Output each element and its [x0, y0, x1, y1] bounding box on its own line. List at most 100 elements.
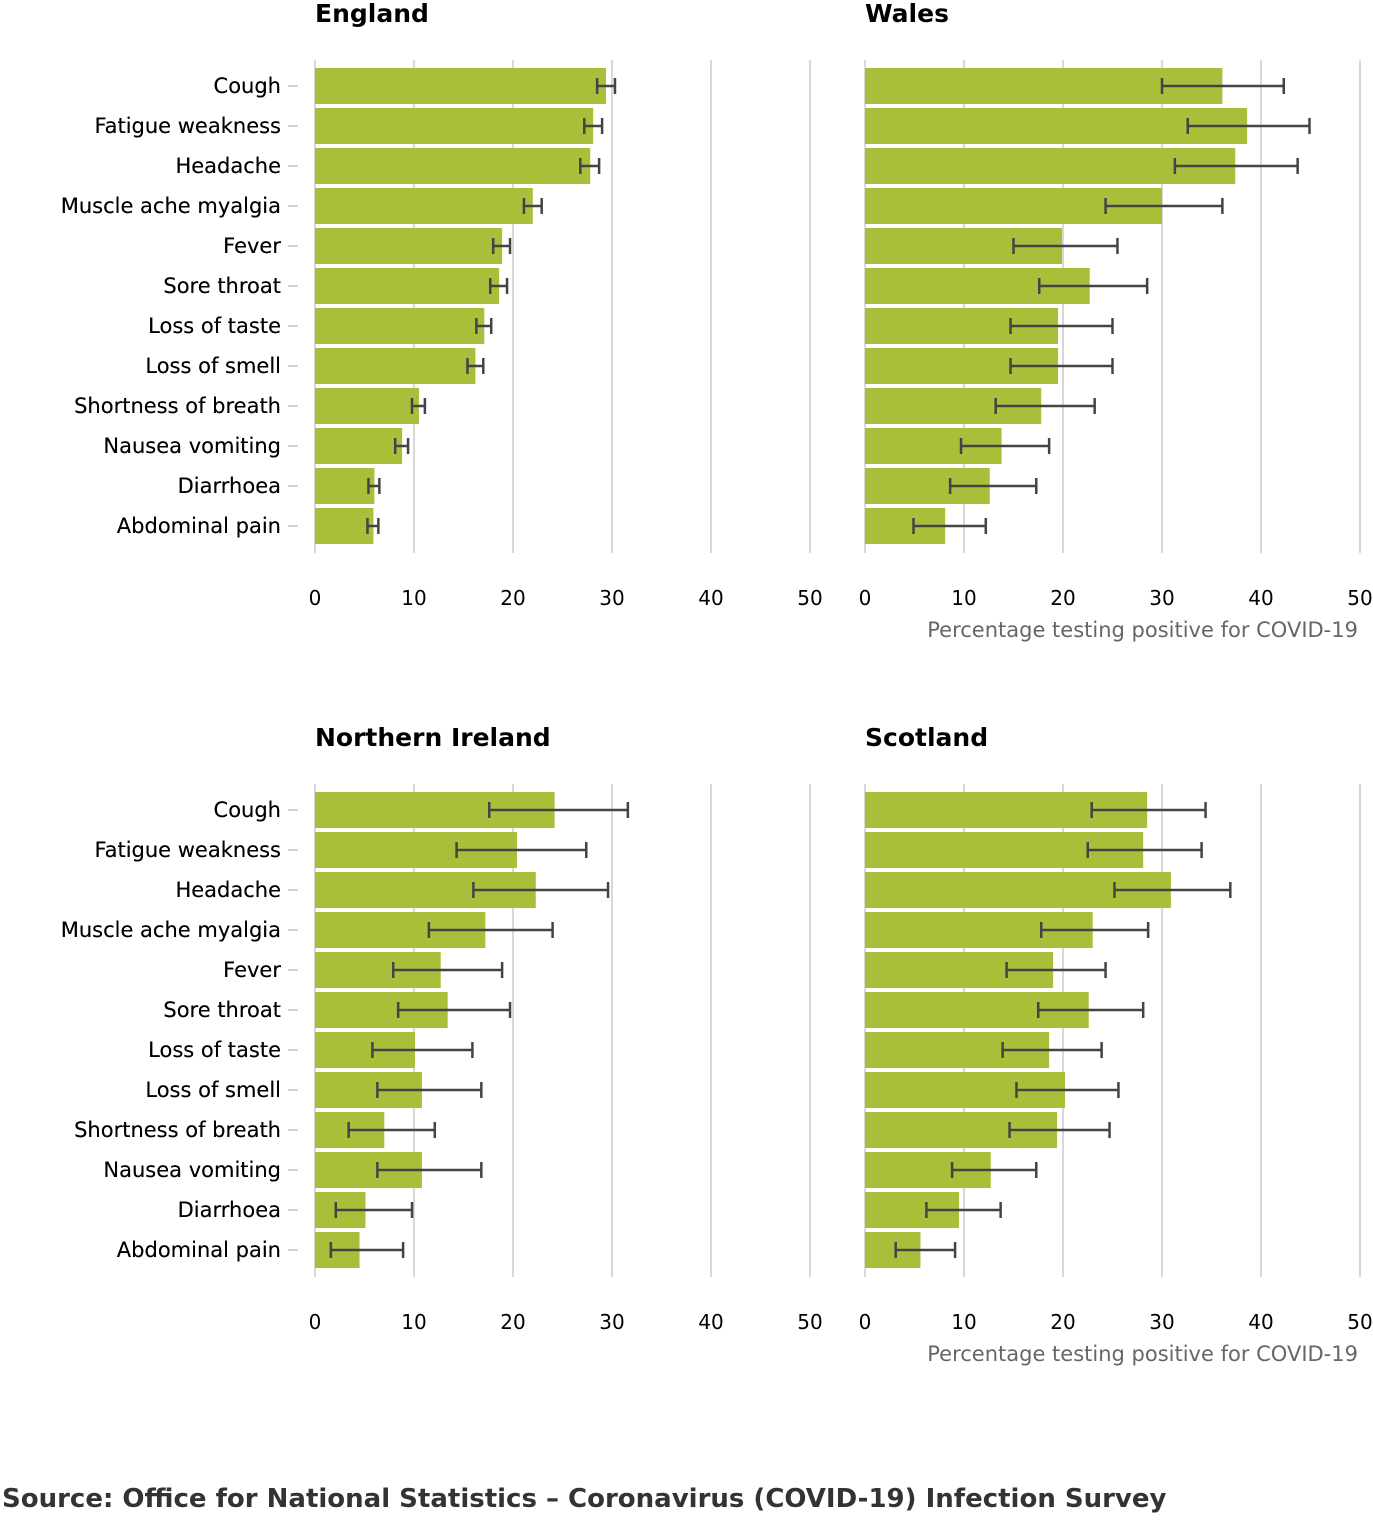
chart-panel-3: Scotland 0 10 20 30 40 50 Cough Fatigue weakness… — [61, 723, 1373, 1366]
error-bar — [391, 962, 504, 978]
x-tick-label: 10 — [401, 586, 426, 610]
category-label: Headache — [175, 878, 281, 902]
error-bar — [950, 1162, 1038, 1178]
x-tick-label: 20 — [500, 1310, 525, 1334]
error-bar — [455, 842, 588, 858]
category-label: Fatigue weakness — [94, 838, 281, 862]
category-label: Sore throat — [163, 274, 281, 298]
error-bar — [347, 1122, 437, 1138]
category-label: Muscle ache myalgia — [61, 194, 281, 218]
error-bar — [1012, 238, 1119, 254]
error-bar — [522, 198, 543, 214]
bar — [315, 428, 403, 464]
bar — [315, 468, 375, 504]
x-tick-label: 40 — [698, 586, 723, 610]
bar — [315, 268, 500, 304]
error-bar — [1008, 1122, 1111, 1138]
x-tick-label: 30 — [1149, 1310, 1174, 1334]
category-label: Loss of taste — [148, 1038, 281, 1062]
panel-title: England — [315, 0, 429, 28]
error-bar — [367, 478, 381, 494]
bar — [315, 68, 607, 104]
error-bar — [371, 1042, 474, 1058]
bar — [315, 228, 503, 264]
error-bar — [376, 1162, 483, 1178]
x-tick-label: 10 — [401, 1310, 426, 1334]
category-label: Abdominal pain — [117, 1238, 281, 1262]
category-label: Shortness of breath — [74, 1118, 281, 1142]
category-label: Muscle ache myalgia — [61, 918, 281, 942]
x-tick-label: 50 — [1347, 586, 1372, 610]
source-caption: Source: Office for National Statistics –… — [2, 1484, 1167, 1514]
error-bar — [1104, 198, 1224, 214]
x-tick-label: 40 — [698, 1310, 723, 1334]
category-label: Diarrhoea — [178, 474, 281, 498]
error-bar — [410, 398, 427, 414]
bar — [315, 308, 485, 344]
error-bar — [487, 802, 630, 818]
category-label: Shortness of breath — [74, 394, 281, 418]
error-bar — [1173, 158, 1299, 174]
error-bar — [393, 438, 410, 454]
category-label: Sore throat — [163, 998, 281, 1022]
error-bar — [1001, 1042, 1103, 1058]
error-bar — [1113, 882, 1232, 898]
x-tick-label: 0 — [309, 1310, 322, 1334]
category-label: Cough — [214, 74, 281, 98]
panel-title: Scotland — [865, 723, 988, 752]
x-tick-label: 0 — [309, 586, 322, 610]
error-bar — [583, 118, 604, 134]
category-label: Loss of smell — [145, 1078, 281, 1102]
panel-title: Wales — [865, 0, 949, 28]
category-label: Loss of smell — [145, 1078, 281, 1102]
bar — [315, 108, 594, 144]
x-tick-label: 0 — [859, 1310, 872, 1334]
category-label: Fever — [223, 958, 281, 982]
x-axis-title: Percentage testing positive for COVID-19 — [927, 618, 1358, 642]
x-tick-label: 10 — [951, 586, 976, 610]
category-label: Abdominal pain — [117, 1238, 281, 1262]
error-bar — [1009, 318, 1114, 334]
category-label: Cough — [214, 798, 281, 822]
category-label: Fatigue weakness — [94, 838, 281, 862]
error-bar — [334, 1202, 414, 1218]
x-axis-title: Percentage testing positive for COVID-19 — [927, 1342, 1358, 1366]
error-bar — [366, 518, 380, 534]
error-bar — [1186, 118, 1311, 134]
x-tick-label: 20 — [1050, 586, 1075, 610]
error-bar — [948, 478, 1038, 494]
error-bar — [1160, 78, 1286, 94]
error-bar — [466, 358, 485, 374]
category-label: Fever — [223, 234, 281, 258]
chart-panel-1: Wales 0 10 20 30 40 50 Cough Fatigue weakness Hea… — [61, 0, 1373, 642]
x-tick-label: 30 — [599, 586, 624, 610]
category-label: Diarrhoea — [178, 1198, 281, 1222]
error-bar — [472, 882, 610, 898]
category-label: Shortness of breath — [74, 394, 281, 418]
panel-title: Northern Ireland — [315, 723, 551, 752]
error-bar — [1015, 1082, 1120, 1098]
error-bar — [1086, 842, 1203, 858]
error-bar — [1039, 922, 1150, 938]
category-label: Loss of taste — [148, 314, 281, 338]
category-label: Diarrhoea — [178, 1198, 281, 1222]
category-label: Headache — [175, 878, 281, 902]
error-bar — [994, 398, 1096, 414]
x-tick-label: 50 — [797, 586, 822, 610]
bar — [315, 188, 533, 224]
category-label: Muscle ache myalgia — [61, 194, 281, 218]
category-label: Fatigue weakness — [94, 114, 281, 138]
category-label: Fatigue weakness — [94, 114, 281, 138]
error-bar — [427, 922, 554, 938]
error-bar — [1090, 802, 1207, 818]
error-bar — [595, 78, 617, 94]
error-bar — [925, 1202, 1002, 1218]
x-tick-label: 0 — [859, 586, 872, 610]
category-label: Loss of taste — [148, 1038, 281, 1062]
category-label: Shortness of breath — [74, 1118, 281, 1142]
category-label: Fever — [223, 234, 281, 258]
x-tick-label: 40 — [1248, 586, 1273, 610]
category-label: Diarrhoea — [178, 474, 281, 498]
x-tick-label: 50 — [1347, 1310, 1372, 1334]
error-bar — [488, 278, 509, 294]
